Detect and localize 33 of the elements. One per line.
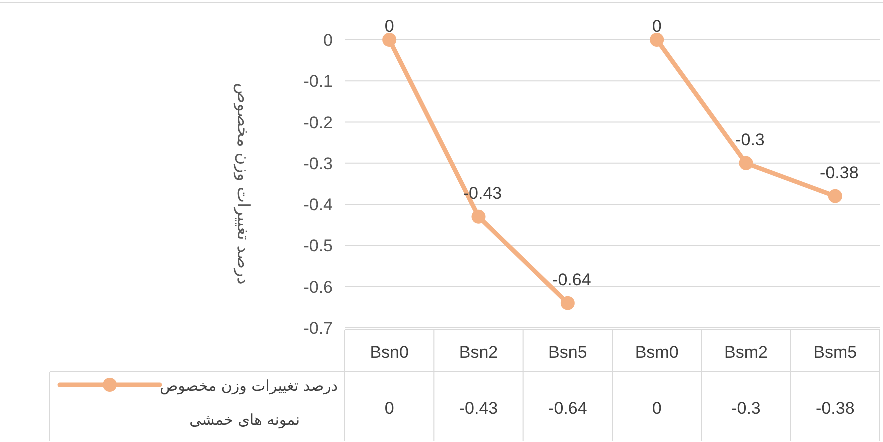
y-axis-title: درصد تغییرات وزن مخصوص [233,83,253,285]
text: -0.3 [732,399,761,418]
point [828,189,842,204]
x-tick-label: Bsn2 [459,343,498,362]
x-tick-label: Bsm2 [724,343,768,362]
text: 0 [652,399,662,418]
x-tick-label: Bsn5 [548,343,588,362]
x-tick-label: Bsm0 [635,343,679,362]
data-label: -0.3 [736,130,765,150]
data-label: -0.43 [459,399,498,418]
point [472,210,486,224]
y-tick-label: 0 [324,31,333,50]
y-tick-label: -0.5 [304,236,333,256]
text: -0.38 [816,399,855,418]
y-tick-label: -0.3 [304,154,333,174]
x-tick-label: Bsm5 [814,343,858,362]
y-tick-label: -0.4 [304,196,333,215]
y-tick-label: -0.6 [304,278,333,297]
annotation: -0.64 [552,270,592,290]
data-label: 0 [652,17,662,36]
y-tick-label: -0.2 [304,113,333,132]
point [382,33,397,47]
point [739,156,754,170]
text: 0 [384,17,394,36]
point [650,33,664,47]
x-tick-label: Bsn0 [370,343,409,362]
y-tick-label: -0.7 [304,319,333,338]
y-tick-label: -0.1 [304,72,333,92]
text: درصد تغییرات وزن مخصوص نمونه های خمشی [160,377,338,429]
point [560,296,575,310]
data-label: -0.64 [548,399,588,418]
data-label: 0 [384,399,394,418]
data-label: -0.38 [820,163,859,182]
